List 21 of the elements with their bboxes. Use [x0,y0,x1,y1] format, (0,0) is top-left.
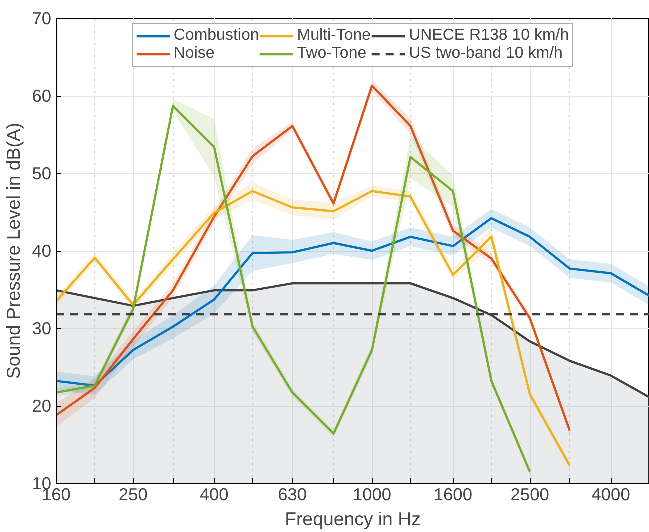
x-tick-label: 250 [118,484,148,504]
x-tick-label: 630 [278,484,308,504]
x-tick-label: 2500 [510,484,550,504]
y-tick-label: 40 [32,241,52,261]
legend-label: UNECE R138 10 km/h [409,27,570,45]
y-tick-label: 30 [32,318,52,338]
y-tick-label: 20 [32,396,52,416]
x-tick-label: 1600 [434,484,472,504]
x-tick-label: 400 [200,484,229,504]
x-tick-label: 4000 [592,484,630,504]
y-tick-label: 70 [32,8,52,28]
legend-label: Noise [174,45,215,63]
legend-label: Combustion [174,27,260,45]
legend-label: Multi-Tone [297,27,372,45]
legend-label: Two-Tone [297,45,367,63]
y-axis-title: Sound Pressure Level in dB(A) [3,122,24,380]
y-tick-label: 50 [32,164,52,184]
x-axis-title: Frequency in Hz [285,508,421,530]
legend-label: US two-band 10 km/h [409,45,563,63]
y-tick-label: 60 [32,86,52,106]
x-tick-label: 1000 [352,484,392,504]
